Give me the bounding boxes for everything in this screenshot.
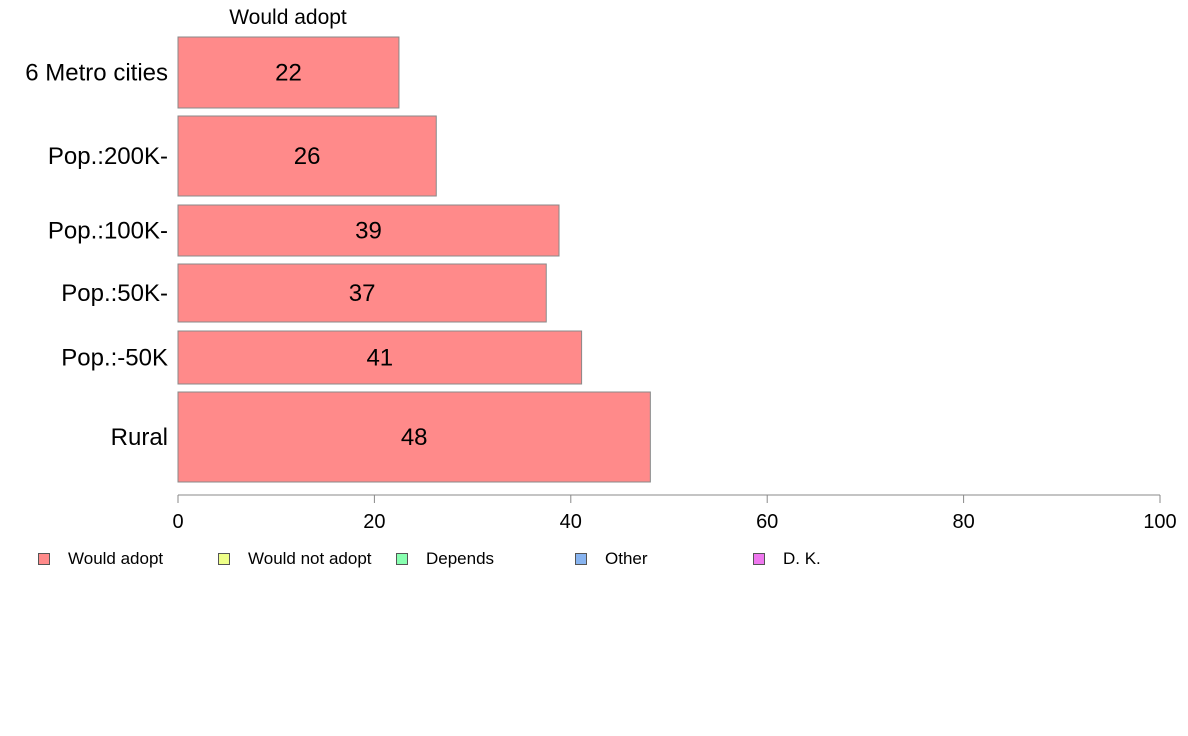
legend-swatch [38, 553, 50, 565]
legend-item-depends: Depends [396, 549, 494, 569]
legend-item-other: Other [575, 549, 648, 569]
x-tick-label: 60 [756, 511, 778, 533]
legend-label: D. K. [783, 549, 821, 568]
bar-pop-50k [177, 263, 547, 323]
bar-pop-200k [177, 115, 437, 197]
chart-title: Would adopt [229, 6, 347, 29]
x-tick-label: 40 [560, 511, 582, 533]
legend-swatch [753, 553, 765, 565]
bar-rural [177, 391, 651, 483]
x-tick-label: 20 [363, 511, 385, 533]
bar-6-metro-cities [177, 36, 400, 109]
x-tick-label: 80 [952, 511, 974, 533]
legend-label: Depends [426, 549, 495, 568]
bar-pop-100k [177, 204, 560, 257]
legend-label: Would not adopt [248, 549, 372, 568]
x-tick-label: 0 [172, 511, 183, 533]
category-label: Pop.:50K- [61, 280, 168, 307]
data-label: 41 [366, 345, 393, 372]
category-label: Pop.:100K- [48, 218, 168, 245]
legend-swatch [218, 553, 230, 565]
legend-swatch [575, 553, 587, 565]
data-label: 26 [294, 143, 321, 170]
data-label: 48 [401, 424, 428, 451]
legend-item-would-not-adopt: Would not adopt [218, 549, 372, 569]
data-label: 39 [355, 218, 382, 245]
legend-item-would-adopt: Would adopt [38, 549, 163, 569]
data-label: 22 [275, 60, 302, 87]
legend-label: Other [605, 549, 648, 568]
legend-swatch [396, 553, 408, 565]
legend: Would adopt Would not adopt Depends Othe… [38, 549, 1158, 569]
category-label: 6 Metro cities [25, 60, 168, 87]
category-label: Pop.:-50K [61, 345, 168, 372]
data-label: 37 [349, 280, 376, 307]
bar-pop-50k [177, 330, 583, 385]
x-tick-label: 100 [1143, 511, 1176, 533]
category-label: Pop.:200K- [48, 143, 168, 170]
legend-item-dk: D. K. [753, 549, 821, 569]
category-label: Rural [111, 424, 168, 451]
legend-label: Would adopt [68, 549, 164, 568]
bar-chart: Would adopt 22 6 Metro cities 26 Pop.:200K-… [25, 6, 1176, 533]
